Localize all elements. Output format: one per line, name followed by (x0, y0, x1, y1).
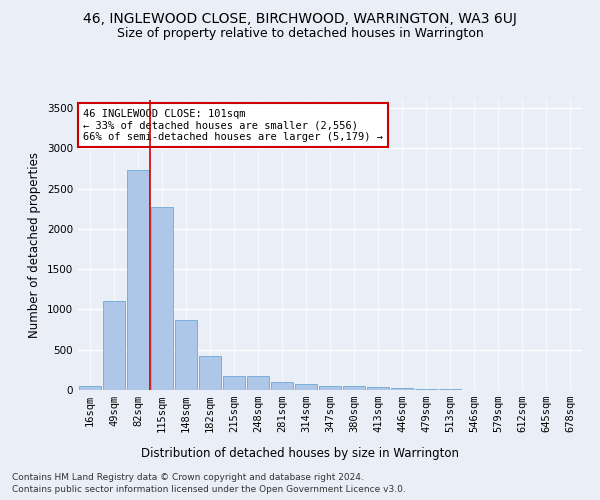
Bar (247, 376, 269, 390)
Bar (319, 386, 341, 390)
Text: 46 INGLEWOOD CLOSE: 101sqm
← 33% of detached houses are smaller (2,556)
66% of s: 46 INGLEWOOD CLOSE: 101sqm ← 33% of deta… (83, 108, 383, 142)
Bar (295, 384, 317, 390)
Text: Contains HM Land Registry data © Crown copyright and database right 2024.: Contains HM Land Registry data © Crown c… (12, 472, 364, 482)
Bar (79, 386, 101, 390)
Bar (199, 356, 221, 390)
Bar (271, 382, 293, 390)
Bar (343, 386, 365, 390)
Text: 46, INGLEWOOD CLOSE, BIRCHWOOD, WARRINGTON, WA3 6UJ: 46, INGLEWOOD CLOSE, BIRCHWOOD, WARRINGT… (83, 12, 517, 26)
Bar (151, 207, 173, 390)
Bar (127, 170, 149, 390)
Bar (367, 387, 389, 390)
Text: Distribution of detached houses by size in Warrington: Distribution of detached houses by size … (141, 448, 459, 460)
Y-axis label: Number of detached properties: Number of detached properties (28, 152, 41, 338)
Bar (439, 389, 461, 390)
Text: Size of property relative to detached houses in Warrington: Size of property relative to detached ho… (116, 28, 484, 40)
Text: Contains public sector information licensed under the Open Government Licence v3: Contains public sector information licen… (12, 485, 406, 494)
Bar (415, 389, 437, 390)
Bar (103, 302, 125, 390)
Bar (223, 376, 245, 390)
Bar (391, 388, 413, 390)
Bar (175, 320, 197, 390)
